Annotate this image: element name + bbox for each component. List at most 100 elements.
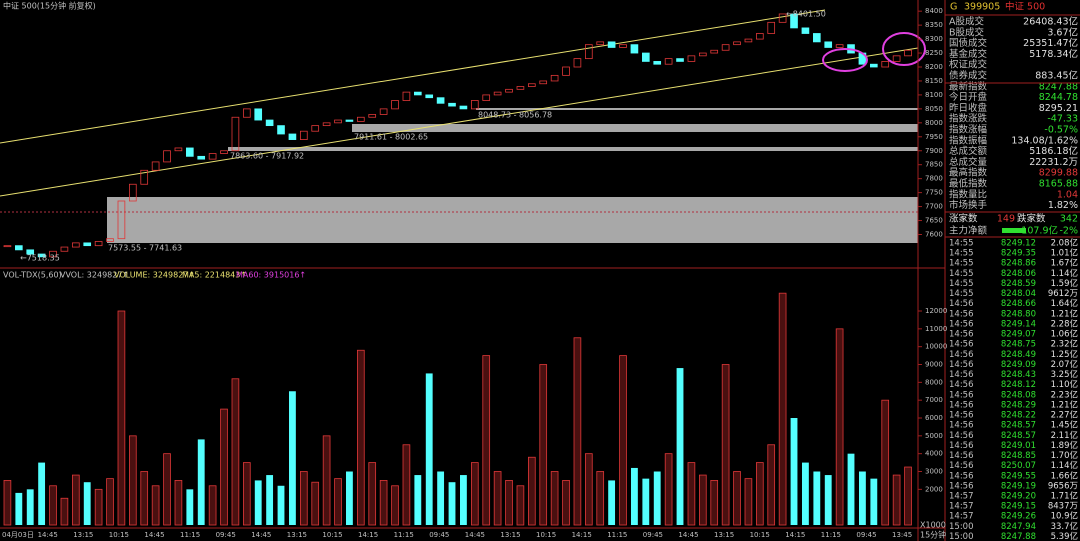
quote-label: 指数涨幅 (949, 124, 988, 136)
candle (368, 114, 377, 118)
candle (37, 253, 46, 258)
trade-price: 8249.35 (1001, 249, 1036, 259)
candle (470, 100, 479, 110)
candle (14, 245, 23, 251)
trade-price: 8248.43 (1001, 370, 1036, 380)
trade-volume: 1.06亿 (1051, 329, 1078, 340)
volume-bar (470, 462, 479, 526)
quote-label: 今日开盘 (949, 91, 988, 103)
y-tick-label: 7600 (925, 231, 943, 239)
volume-bar (391, 485, 399, 526)
candle (904, 49, 912, 57)
y-tick-label: 8050 (925, 105, 943, 113)
volume-bar (277, 485, 285, 525)
candle (699, 52, 707, 57)
quote-value: 8247.88 (1039, 81, 1078, 92)
trade-price: 8250.07 (1001, 461, 1036, 471)
candle (163, 150, 171, 163)
volume-bar (596, 471, 605, 526)
annotation: 7863.60 - 7917.92 (230, 152, 304, 161)
volume-bar (562, 480, 570, 526)
quote-label: 总成交量 (949, 156, 988, 168)
volume-bar (710, 480, 719, 526)
trade-price: 8249.09 (1001, 360, 1036, 370)
volume-bar (231, 378, 240, 526)
volume-label: VOL-TDX(5,60) (3, 271, 62, 280)
volume-bar (653, 471, 661, 525)
trade-time: 14:56 (949, 299, 974, 309)
y-tick-label: 4000 (925, 450, 943, 458)
annotation: 8048.73 - 8056.78 (478, 111, 552, 120)
volume-bar (756, 462, 764, 526)
trade-time: 14:56 (949, 380, 974, 390)
volume-bar (140, 471, 149, 526)
quote-value: 134.08/1.62% (1011, 135, 1078, 146)
volume-bar (72, 474, 80, 526)
candle (619, 44, 627, 48)
candle (778, 13, 787, 23)
candle (197, 155, 206, 160)
trade-volume: 1.64亿 (1051, 298, 1078, 309)
net-flow: -107.9亿 (1018, 225, 1058, 237)
quote-label: 基金成交 (949, 48, 988, 60)
y-tick-label: 8250 (925, 49, 943, 57)
volume-bar (60, 497, 69, 526)
volume-bar (881, 399, 890, 526)
trend-line (0, 9, 826, 144)
x-tick-label: 14:45 (38, 531, 58, 539)
candle (254, 108, 263, 121)
trade-time: 14:56 (949, 360, 974, 370)
y-tick-label: 8000 (925, 378, 943, 386)
trade-time: 14:55 (949, 239, 974, 249)
volume-bar (186, 489, 194, 525)
volume-bar (744, 478, 753, 526)
trade-volume: 1.70亿 (1051, 450, 1078, 461)
candle (596, 41, 605, 46)
candle (299, 130, 308, 140)
trade-time: 14:56 (949, 461, 974, 471)
x-tick-label: 13:15 (287, 531, 307, 539)
candle (642, 52, 650, 62)
volume-bar (482, 355, 491, 526)
trade-time: 14:56 (949, 451, 974, 461)
trade-price: 8248.49 (1001, 350, 1036, 360)
quote-label: 总成交额 (949, 145, 988, 157)
candle (562, 66, 570, 76)
y-tick-label: 8350 (925, 21, 943, 29)
trade-price: 8248.12 (1001, 380, 1036, 390)
candle (664, 58, 673, 65)
trade-volume: 8437万 (1048, 502, 1078, 512)
y-tick-label: 7000 (925, 396, 943, 404)
trade-time: 14:56 (949, 411, 974, 421)
volume-label: VVOL: 3249827↑ (60, 271, 129, 280)
candle (756, 33, 764, 40)
trade-volume: 1.45亿 (1051, 420, 1078, 431)
candle (185, 147, 194, 157)
candle (528, 83, 536, 87)
candle (413, 91, 422, 96)
trade-volume: 1.21亿 (1051, 399, 1078, 410)
volume-bar (516, 485, 525, 526)
quote-value: 883.45亿 (1035, 70, 1078, 82)
candle (231, 116, 240, 152)
volume-bar (859, 471, 866, 525)
quote-value: 22231.2万 (1029, 157, 1078, 168)
trade-time: 15:00 (949, 532, 974, 541)
volume-bar (402, 444, 411, 526)
y-tick-label: 7900 (925, 147, 943, 155)
trade-price: 8248.57 (1001, 421, 1036, 431)
candle (26, 249, 35, 255)
trade-volume: 1.66亿 (1051, 470, 1078, 481)
trade-volume: 1.25亿 (1051, 349, 1078, 360)
y-tick-label: 6000 (925, 414, 943, 422)
y-tick-label: 7800 (925, 175, 943, 183)
x-tick-label: 10:15 (536, 531, 556, 539)
trade-volume: 3.25亿 (1051, 369, 1078, 380)
volume-bar (778, 292, 787, 526)
volume-bar (379, 480, 388, 526)
volume-bar (493, 471, 502, 526)
volume-bar (94, 488, 103, 526)
y-tick-label: 5000 (925, 432, 943, 440)
candle (539, 80, 548, 85)
